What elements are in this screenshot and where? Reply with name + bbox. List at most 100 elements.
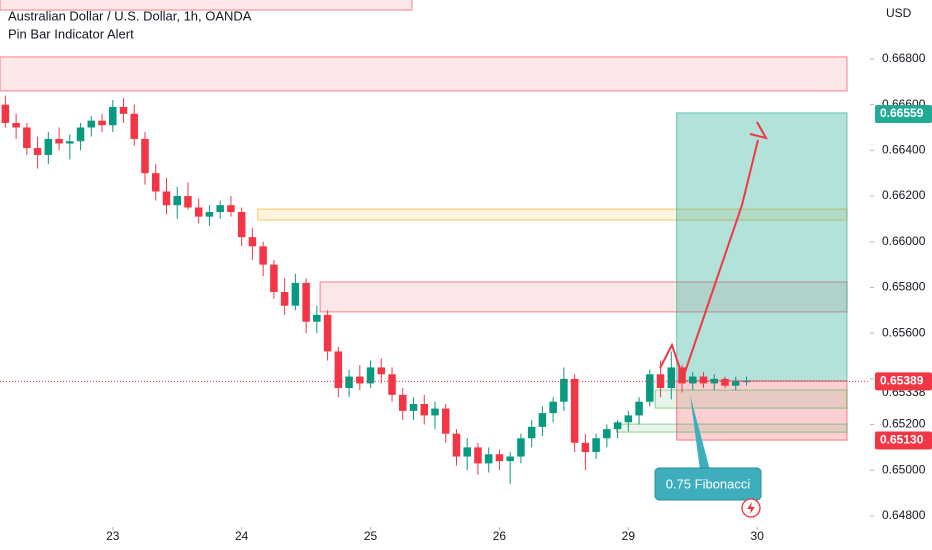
drawings: 0.75 Fibonacci <box>654 121 769 518</box>
candle-body <box>194 207 203 217</box>
candle-body <box>141 138 149 174</box>
y-tick-label: 0.66800 <box>882 51 926 65</box>
candle-body <box>334 351 343 388</box>
candle-body <box>613 422 622 430</box>
zone <box>676 380 848 441</box>
candle-body <box>495 454 504 462</box>
candle-body <box>162 191 171 206</box>
candle-body <box>66 141 74 144</box>
candle-body <box>291 282 300 306</box>
candle-body <box>721 378 729 386</box>
candle-body <box>184 196 192 208</box>
price-tag <box>875 372 932 391</box>
alert-bolt <box>747 502 755 514</box>
candle-body <box>474 447 482 464</box>
candle-body <box>98 120 106 126</box>
zone <box>0 56 848 92</box>
candle-body <box>76 127 85 142</box>
price-tag-label: 0.65130 <box>880 433 924 447</box>
callout-pointer <box>690 395 710 470</box>
zone <box>319 281 848 313</box>
y-tick-label: 0.65600 <box>882 325 926 339</box>
x-tick-label: 30 <box>751 529 765 543</box>
candle-body <box>356 376 364 384</box>
candle-body <box>248 237 257 247</box>
candle-body <box>216 205 224 213</box>
candles <box>1 95 751 484</box>
candle-body <box>646 374 654 402</box>
zone <box>676 112 848 382</box>
candle-body <box>237 212 246 238</box>
zone <box>616 423 848 433</box>
candle-body <box>270 264 278 293</box>
candle-body <box>44 138 53 155</box>
candle-body <box>205 212 214 217</box>
candle-body <box>302 282 310 322</box>
y-tick-label: 0.65800 <box>882 280 926 294</box>
candle-body <box>12 122 20 128</box>
candle-body <box>130 113 139 139</box>
y-tick-label: 0.64800 <box>882 508 926 522</box>
candle-body <box>119 106 128 114</box>
candle-body <box>23 127 31 149</box>
candle-body <box>699 376 708 384</box>
x-tick-label: 23 <box>106 529 120 543</box>
y-tick-label: 0.66200 <box>882 188 926 202</box>
candle-body <box>87 120 96 128</box>
candle-body <box>667 367 676 388</box>
candle-body <box>399 394 407 411</box>
arrow-head <box>749 121 769 140</box>
candle-body <box>635 401 643 416</box>
candle-body <box>259 246 267 265</box>
candle-body <box>1 104 10 123</box>
candle-body <box>55 138 63 144</box>
price-tag <box>875 431 932 450</box>
candle-body <box>592 438 600 452</box>
candle-body <box>560 378 568 402</box>
candle-body <box>109 106 117 126</box>
candle-body <box>527 426 536 439</box>
y-tick-label: 0.65000 <box>882 462 926 476</box>
y-tick-label: 0.66400 <box>882 143 926 157</box>
candle-body <box>538 413 547 427</box>
chart-subtitle: Pin Bar Indicator Alert <box>8 26 134 41</box>
candle-body <box>420 403 429 416</box>
candle-body <box>227 205 235 213</box>
zone <box>0 0 413 11</box>
candle-body <box>151 173 160 192</box>
candle-body <box>689 376 697 384</box>
candle-body <box>570 378 579 443</box>
candle-body <box>388 374 396 395</box>
candle-body <box>431 408 439 416</box>
candle-body <box>323 314 332 352</box>
y-tick-label: 0.66000 <box>882 234 926 248</box>
price-tag <box>875 105 932 124</box>
candle-body <box>484 454 493 464</box>
candle-body <box>624 415 633 423</box>
candle-body <box>603 429 611 439</box>
candle-body <box>742 381 751 383</box>
candle-body <box>409 403 418 411</box>
candle-body <box>731 381 740 386</box>
candle-body <box>33 148 42 155</box>
x-tick-label: 29 <box>622 529 636 543</box>
candle-body <box>313 314 321 322</box>
trend-arrow <box>659 139 759 382</box>
price-tag-label: 0.66559 <box>880 106 924 120</box>
candle-body <box>366 367 375 384</box>
candle-body <box>463 447 471 457</box>
candle-body <box>173 196 181 206</box>
candle-body <box>377 367 386 375</box>
chart-title: Australian Dollar / U.S. Dollar, 1h, OAN… <box>8 8 252 23</box>
price-tag-label: 0.65389 <box>880 374 924 388</box>
candle-body <box>280 292 289 306</box>
zones <box>0 0 848 441</box>
candle-body <box>506 456 514 462</box>
candle-body <box>581 442 590 452</box>
callout-box <box>654 467 762 501</box>
callout-text: 0.75 Fibonacci <box>666 476 751 491</box>
candle-body <box>345 376 353 388</box>
candle-body <box>517 438 525 457</box>
x-tick-label: 24 <box>235 529 249 543</box>
